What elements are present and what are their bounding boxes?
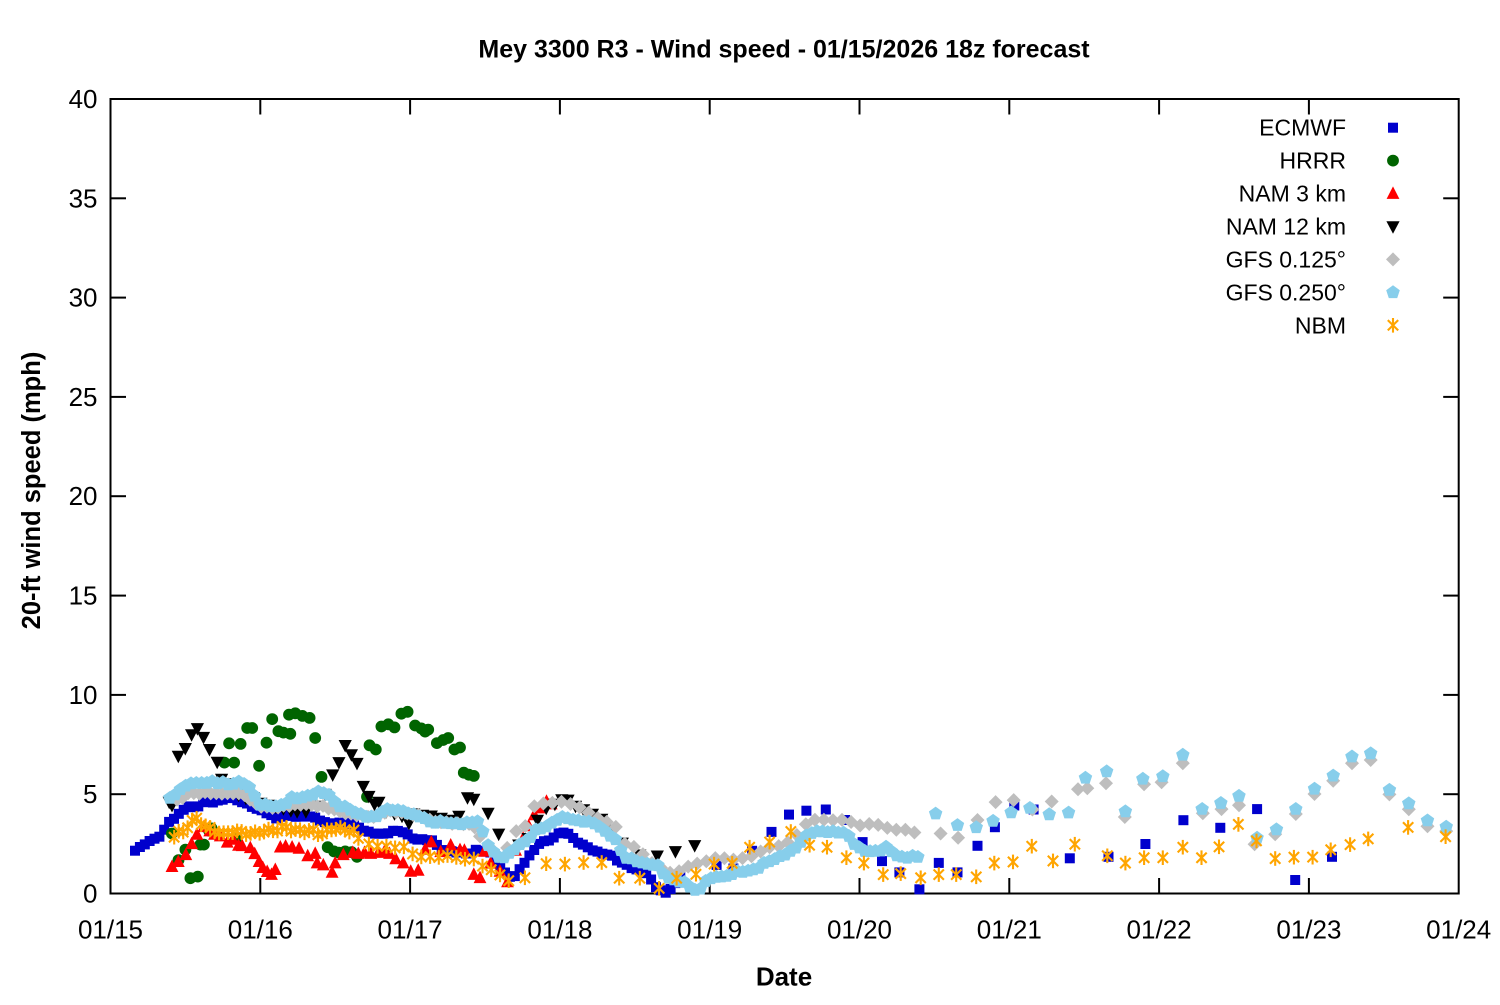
svg-text:01/20: 01/20 [827, 915, 892, 945]
svg-text:01/18: 01/18 [527, 915, 592, 945]
svg-text:15: 15 [69, 581, 98, 611]
svg-text:01/15: 01/15 [78, 915, 143, 945]
svg-text:HRRR: HRRR [1280, 148, 1346, 174]
svg-text:01/23: 01/23 [1276, 915, 1341, 945]
svg-text:NAM 12 km: NAM 12 km [1226, 214, 1346, 240]
svg-text:30: 30 [69, 283, 98, 313]
svg-text:NBM: NBM [1295, 312, 1346, 338]
svg-text:10: 10 [69, 680, 98, 710]
svg-text:0: 0 [83, 879, 97, 909]
svg-text:01/17: 01/17 [378, 915, 443, 945]
svg-text:40: 40 [69, 84, 98, 114]
svg-text:5: 5 [83, 779, 97, 809]
svg-text:01/16: 01/16 [228, 915, 293, 945]
svg-text:35: 35 [69, 183, 98, 213]
svg-text:ECMWF: ECMWF [1259, 115, 1346, 141]
svg-text:01/21: 01/21 [977, 915, 1042, 945]
svg-text:NAM 3 km: NAM 3 km [1239, 181, 1346, 207]
svg-text:Date: Date [756, 962, 812, 992]
svg-text:01/24: 01/24 [1426, 915, 1491, 945]
svg-text:20: 20 [69, 481, 98, 511]
svg-text:GFS 0.125°: GFS 0.125° [1226, 246, 1346, 272]
svg-text:25: 25 [69, 382, 98, 412]
svg-text:01/19: 01/19 [677, 915, 742, 945]
svg-text:Mey 3300 R3 - Wind speed - 01/: Mey 3300 R3 - Wind speed - 01/15/2026 18… [478, 36, 1090, 64]
svg-text:20-ft wind speed (mph): 20-ft wind speed (mph) [18, 352, 46, 630]
svg-text:01/22: 01/22 [1127, 915, 1192, 945]
svg-text:GFS 0.250°: GFS 0.250° [1226, 279, 1346, 305]
